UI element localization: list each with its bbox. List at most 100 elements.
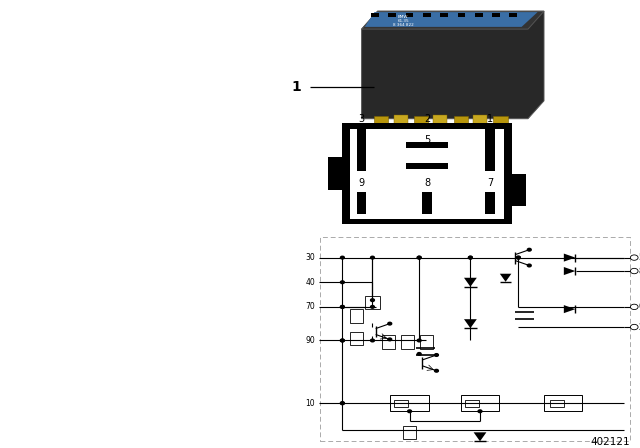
Bar [486, 128, 495, 150]
Polygon shape [500, 274, 511, 282]
Text: 70: 70 [305, 302, 315, 311]
Bar [342, 123, 512, 224]
Polygon shape [362, 11, 544, 29]
Bar [374, 116, 388, 134]
Bar [357, 149, 367, 171]
Bar [544, 395, 582, 411]
Circle shape [435, 353, 438, 356]
Circle shape [527, 264, 531, 267]
Circle shape [340, 281, 344, 284]
Circle shape [516, 256, 520, 259]
Bar [394, 400, 408, 407]
Bar [440, 13, 448, 17]
Polygon shape [564, 267, 575, 275]
Bar [328, 158, 342, 190]
Bar [357, 192, 367, 214]
Bar [365, 296, 380, 309]
Bar [390, 395, 429, 411]
Bar [320, 237, 630, 441]
Circle shape [417, 256, 421, 259]
Bar [458, 13, 465, 17]
Circle shape [388, 338, 392, 341]
Circle shape [630, 304, 638, 310]
Text: BMW
61.35
8 364 822: BMW 61.35 8 364 822 [393, 15, 413, 27]
Bar [406, 13, 413, 17]
Polygon shape [474, 432, 486, 441]
Bar [350, 309, 363, 323]
Bar [401, 335, 414, 349]
Polygon shape [564, 305, 575, 313]
Bar [493, 116, 508, 134]
Circle shape [340, 402, 344, 405]
Bar [475, 13, 483, 17]
Circle shape [435, 370, 438, 372]
Circle shape [371, 256, 374, 259]
Circle shape [417, 353, 421, 355]
Circle shape [468, 256, 472, 259]
Bar [394, 115, 408, 129]
Circle shape [468, 256, 472, 259]
Text: 5: 5 [424, 135, 430, 145]
Bar [414, 116, 428, 134]
Text: 40: 40 [305, 278, 315, 287]
Text: 2: 2 [424, 114, 430, 124]
Circle shape [340, 339, 344, 342]
Bar [403, 426, 416, 439]
Bar [465, 400, 479, 407]
Text: 10: 10 [305, 399, 315, 408]
Text: 30: 30 [305, 253, 315, 262]
Circle shape [417, 256, 421, 259]
Bar [371, 13, 379, 17]
Circle shape [340, 402, 344, 405]
Circle shape [478, 410, 482, 413]
Bar [422, 192, 432, 214]
Bar [350, 332, 363, 345]
Bar [473, 115, 487, 129]
Text: 6: 6 [638, 302, 640, 311]
Text: 8: 8 [638, 267, 640, 276]
Bar [433, 115, 447, 129]
Text: 402121: 402121 [591, 437, 630, 447]
Bar [512, 173, 526, 206]
Bar [509, 13, 517, 17]
Polygon shape [464, 278, 477, 287]
Bar [454, 116, 468, 134]
Text: 9: 9 [358, 178, 365, 188]
Bar [486, 192, 495, 214]
Text: 5: 5 [638, 253, 640, 262]
Circle shape [340, 339, 344, 342]
Circle shape [408, 410, 412, 413]
Text: 4: 4 [487, 135, 493, 145]
Bar [461, 395, 499, 411]
Bar [350, 129, 504, 219]
Circle shape [630, 324, 638, 330]
Bar [423, 13, 431, 17]
Circle shape [527, 248, 531, 251]
Bar [406, 163, 448, 169]
Bar [486, 149, 495, 171]
Bar [406, 142, 448, 148]
Bar [388, 13, 396, 17]
Circle shape [630, 255, 638, 260]
Text: 2: 2 [638, 323, 640, 332]
Bar [492, 13, 500, 17]
Bar [420, 335, 433, 349]
Circle shape [340, 306, 344, 308]
Circle shape [417, 339, 421, 342]
Text: 90: 90 [305, 336, 315, 345]
Text: 1: 1 [487, 114, 493, 124]
Bar [382, 335, 395, 349]
Polygon shape [564, 254, 575, 262]
Bar [550, 400, 564, 407]
Circle shape [340, 306, 344, 308]
Circle shape [516, 256, 520, 259]
Polygon shape [464, 319, 477, 328]
Bar [357, 128, 367, 150]
Text: 1: 1 [291, 80, 301, 95]
Circle shape [340, 256, 344, 259]
Text: 3: 3 [358, 114, 365, 124]
Polygon shape [365, 12, 538, 27]
Circle shape [371, 299, 374, 302]
Circle shape [388, 322, 392, 325]
Text: 6: 6 [358, 135, 365, 145]
